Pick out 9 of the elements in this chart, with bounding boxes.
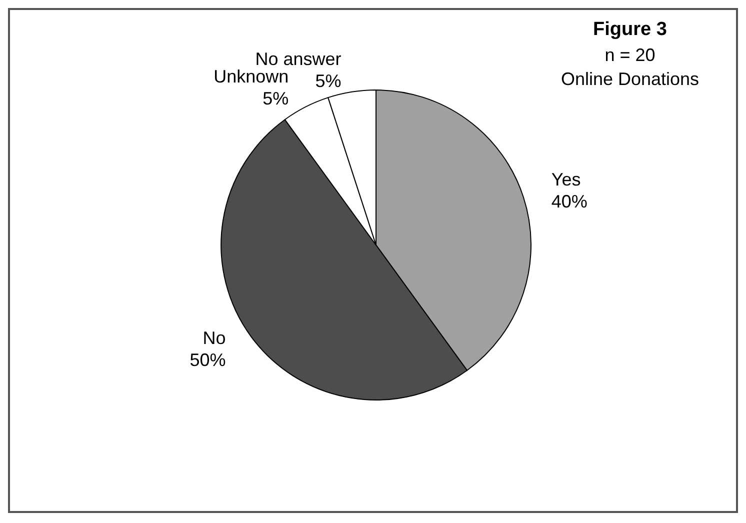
data-label: 5% [262, 88, 289, 108]
text: n = 20 [604, 45, 656, 65]
text: Online Donations [560, 69, 700, 89]
data-label: 40% [551, 191, 588, 212]
data-label: 5% [315, 71, 342, 92]
slice-label: No [202, 328, 226, 348]
data-label: 50% [190, 350, 226, 370]
slice-label: Yes [551, 169, 581, 190]
text: Figure 3 [593, 19, 667, 40]
